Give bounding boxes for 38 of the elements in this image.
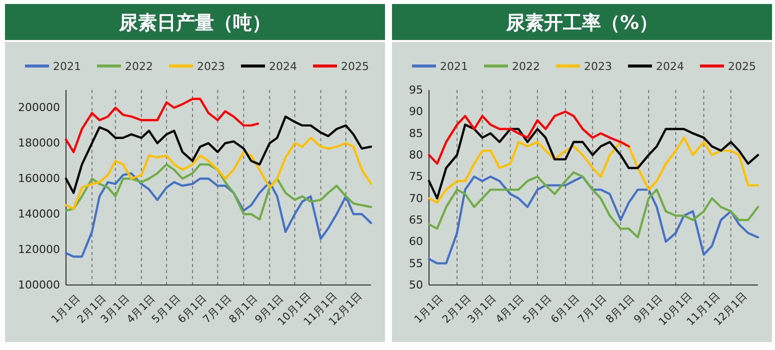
- y-tick-label: 70: [409, 192, 423, 205]
- y-tick-label: 95: [409, 84, 423, 96]
- y-tick-label: 80: [409, 148, 423, 162]
- chart-title: 尿素日产量（吨）: [118, 12, 271, 34]
- y-tick-label: 85: [409, 126, 423, 140]
- y-tick-label: 140000: [18, 208, 60, 221]
- y-tick-label: 75: [409, 170, 423, 184]
- y-tick-label: 55: [409, 256, 423, 270]
- y-tick-label: 90: [409, 105, 423, 118]
- line-series: [428, 171, 760, 238]
- chart-title: 尿素开工率（%）: [504, 12, 658, 34]
- line-series: [64, 172, 372, 258]
- legend-label: 2024: [269, 60, 297, 73]
- legend-label: 2021: [440, 60, 468, 73]
- legend-label: 2022: [125, 60, 153, 73]
- y-tick-label: 120000: [18, 243, 60, 256]
- legend-label: 2024: [656, 60, 684, 73]
- y-tick-label: 65: [409, 214, 423, 226]
- line-series: [64, 136, 372, 210]
- y-tick-label: 180000: [18, 136, 60, 150]
- line-series: [64, 98, 259, 154]
- legend-label: 2022: [512, 60, 540, 73]
- y-tick-label: 60: [409, 235, 423, 248]
- legend-label: 2025: [728, 60, 756, 73]
- line-series: [428, 136, 760, 204]
- line-series: [64, 115, 372, 194]
- y-tick-label: 200000: [18, 101, 60, 114]
- y-tick-label: 100000: [18, 278, 60, 292]
- line-series: [428, 176, 760, 264]
- legend-label: 2023: [197, 60, 225, 73]
- legend-label: 2023: [584, 60, 612, 73]
- y-tick-label: 160000: [18, 172, 60, 186]
- legend-label: 2021: [53, 60, 81, 73]
- line-series: [428, 110, 630, 165]
- y-tick-label: 50: [409, 278, 423, 292]
- line-series: [428, 124, 760, 200]
- legend-label: 2025: [341, 60, 369, 73]
- line-series: [64, 163, 372, 221]
